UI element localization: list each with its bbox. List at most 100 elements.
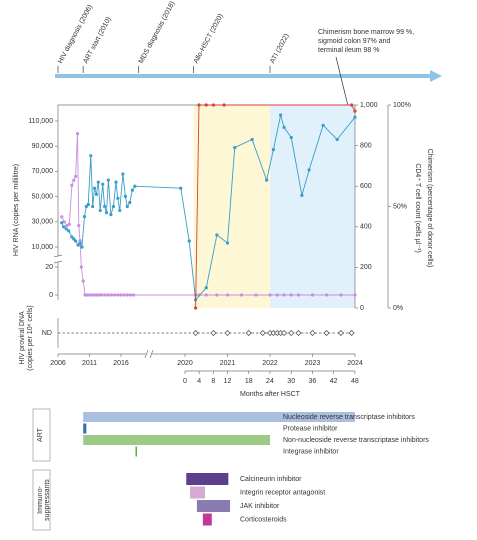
data-point bbox=[215, 293, 219, 297]
y2-tick-label: 1,000 bbox=[360, 102, 378, 109]
data-point bbox=[204, 293, 208, 297]
data-point bbox=[194, 306, 198, 310]
month-tick-label: 12 bbox=[224, 378, 232, 385]
data-point bbox=[78, 241, 82, 245]
data-point bbox=[289, 135, 293, 140]
data-point bbox=[76, 243, 80, 247]
data-point bbox=[60, 221, 64, 225]
series-line bbox=[61, 115, 356, 301]
strip-y-label-line: (copies per 10⁶ cells) bbox=[27, 305, 34, 371]
event-label: Allo-HSCT (2020) bbox=[193, 13, 225, 65]
data-point bbox=[114, 180, 118, 184]
data-point bbox=[204, 103, 208, 107]
y-axis-label: HIV RNA (copies per millilitre) bbox=[13, 164, 20, 256]
data-point bbox=[111, 204, 116, 209]
data-point bbox=[215, 233, 219, 237]
x-tick-label: 2020 bbox=[177, 360, 193, 367]
data-point bbox=[89, 154, 93, 158]
data-point bbox=[82, 215, 87, 219]
y2-tick-label: 0 bbox=[360, 305, 364, 312]
event-label: MDS diagnosis (2018) bbox=[138, 0, 177, 64]
annotation-line: sigmoid colon 97% and bbox=[318, 38, 390, 45]
data-point bbox=[339, 293, 343, 297]
treatment-label: Non-nucleoside reverse transcriptase inh… bbox=[283, 437, 429, 444]
month-tick-label: 18 bbox=[245, 378, 253, 385]
data-point bbox=[324, 293, 329, 297]
data-point bbox=[74, 174, 78, 179]
y3-tick-label: 50% bbox=[393, 203, 407, 210]
data-point bbox=[85, 293, 89, 297]
data-point bbox=[67, 229, 71, 233]
data-point bbox=[289, 293, 293, 297]
annotation-line: terminal ileum 98 % bbox=[318, 47, 379, 54]
x-axis bbox=[58, 349, 355, 359]
x-tick-label: 2024 bbox=[347, 360, 363, 367]
y3-axis-label: Chimerism (percentage of donor cells) bbox=[426, 149, 433, 268]
y2-tick-label: 600 bbox=[360, 183, 372, 190]
data-point bbox=[353, 109, 357, 113]
data-point bbox=[80, 245, 84, 249]
nd-marker bbox=[348, 330, 355, 336]
month-tick-label: 24 bbox=[266, 378, 274, 385]
data-point bbox=[121, 172, 125, 176]
data-point bbox=[72, 237, 76, 241]
x-axis-label: Months after HSCT bbox=[240, 391, 301, 398]
event-label: ART start (2010) bbox=[82, 16, 112, 65]
treatment-bar bbox=[83, 412, 355, 422]
data-point bbox=[119, 293, 123, 297]
y-tick-label: 90,000 bbox=[32, 143, 54, 150]
data-point bbox=[113, 293, 117, 297]
treatment-label: Nucleoside reverse transcriptase inhibit… bbox=[283, 414, 415, 421]
data-point bbox=[90, 293, 94, 297]
data-point bbox=[95, 293, 99, 297]
data-point bbox=[97, 293, 102, 297]
data-point bbox=[101, 182, 105, 186]
data-point bbox=[87, 293, 92, 297]
y2-tick-label: 400 bbox=[360, 224, 372, 231]
data-point bbox=[60, 215, 64, 219]
y-tick-label: 110,000 bbox=[28, 118, 53, 125]
data-point bbox=[86, 202, 90, 207]
data-point bbox=[225, 293, 230, 297]
month-tick-label: 36 bbox=[309, 378, 317, 385]
data-point bbox=[92, 186, 97, 190]
group-label-line: ART bbox=[37, 427, 44, 442]
data-point bbox=[65, 223, 69, 228]
month-tick-label: 8 bbox=[211, 378, 215, 385]
data-point bbox=[84, 204, 88, 209]
month-tick-label: 0 bbox=[183, 378, 187, 385]
x-tick-label: 2023 bbox=[305, 360, 321, 367]
treatment-label: Integrin receptor antagonist bbox=[240, 489, 325, 496]
y-tick-label: 0 bbox=[49, 292, 53, 299]
data-point bbox=[222, 103, 226, 107]
data-point bbox=[128, 200, 132, 205]
data-point bbox=[128, 293, 133, 297]
strip-y-label: HIV proviral DNA(copies per 10⁶ cells) bbox=[19, 305, 34, 371]
nd-marker bbox=[337, 330, 344, 336]
data-point bbox=[279, 113, 283, 117]
group-label: Immuno-suppressants bbox=[37, 479, 51, 521]
data-point bbox=[64, 227, 68, 231]
data-point bbox=[350, 103, 354, 107]
annotation: Chimerism bone marrow 99 %, sigmoid colon… bbox=[318, 29, 414, 54]
data-point bbox=[123, 194, 128, 198]
data-point bbox=[106, 178, 110, 182]
treatment-bar bbox=[190, 486, 205, 499]
arrow-head bbox=[430, 70, 442, 82]
annotation-line: Chimerism bone marrow 99 %, bbox=[318, 29, 414, 36]
x-tick-label: 2016 bbox=[113, 360, 129, 367]
data-point bbox=[300, 193, 304, 197]
y2-tick-label: 800 bbox=[360, 142, 372, 149]
treatment-label: Corticosteroids bbox=[240, 516, 287, 523]
data-point bbox=[62, 225, 66, 229]
y-tick-label: 30,000 bbox=[32, 219, 54, 226]
group-label: ART bbox=[37, 427, 44, 442]
data-point bbox=[75, 132, 80, 136]
nd-marker bbox=[259, 330, 266, 336]
data-point bbox=[106, 293, 110, 297]
data-point bbox=[91, 204, 95, 209]
nd-marker bbox=[210, 330, 217, 336]
data-point bbox=[122, 293, 126, 297]
shaded-period bbox=[270, 105, 355, 308]
data-point bbox=[67, 222, 71, 226]
